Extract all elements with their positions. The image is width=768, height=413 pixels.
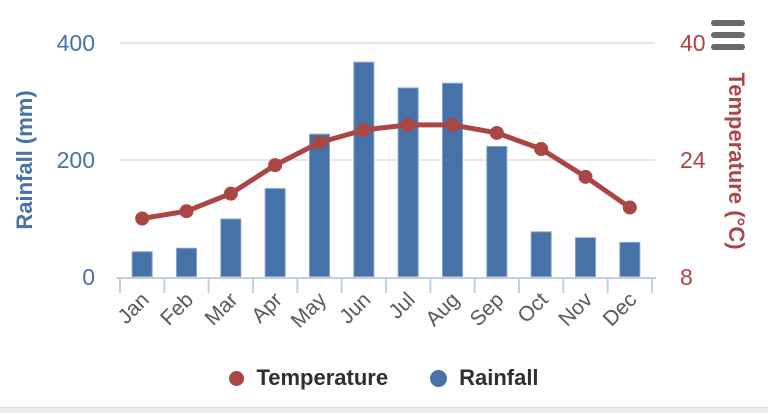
x-axis-label-jan: Jan [113, 288, 153, 328]
bar-sep[interactable] [485, 144, 509, 278]
bar-jan[interactable] [130, 250, 154, 278]
chart-context-menu-button[interactable] [711, 20, 745, 50]
legend-item-rainfall[interactable]: Rainfall [430, 365, 539, 390]
bar-aug[interactable] [441, 81, 464, 278]
x-axis-label-jul: Jul [384, 288, 419, 323]
left-axis-tick-label: 200 [57, 147, 95, 173]
bar-jul[interactable] [396, 86, 420, 278]
hamburger-bar [711, 32, 745, 38]
right-axis-tick-label: 8 [680, 264, 693, 290]
right-axis-tick-label: 40 [680, 30, 706, 56]
left-axis-title: Rainfall (mm) [12, 90, 37, 229]
temperature-point-jun[interactable] [356, 123, 371, 138]
bar-feb[interactable] [175, 246, 198, 278]
temperature-point-sep[interactable] [489, 125, 504, 140]
temperature-point-feb[interactable] [179, 204, 194, 219]
temperature-point-oct[interactable] [534, 142, 549, 157]
rainfall-legend-marker-icon [430, 369, 448, 387]
right-axis-title: Temperature (°C) [724, 72, 749, 249]
temperature-point-jul[interactable] [401, 117, 416, 132]
bar-mar[interactable] [219, 217, 243, 278]
x-axis-label-aug: Aug [421, 288, 464, 331]
bar-may[interactable] [308, 132, 331, 278]
hamburger-menu-icon [711, 20, 745, 50]
left-axis-tick-label: 400 [57, 30, 95, 56]
temperature-legend-marker-icon [229, 370, 245, 386]
left-axis-tick-label: 0 [82, 264, 95, 290]
temperature-point-apr[interactable] [268, 158, 283, 173]
bar-jun[interactable] [352, 60, 376, 278]
x-axis-label-sep: Sep [466, 288, 509, 331]
bottom-page-divider [0, 407, 768, 413]
bar-nov[interactable] [574, 236, 597, 278]
x-axis-label-dec: Dec [599, 288, 642, 331]
temperature-point-mar[interactable] [223, 186, 238, 201]
temperature-point-nov[interactable] [578, 169, 593, 184]
legend-item-label: Temperature [256, 365, 389, 390]
temperature-point-dec[interactable] [622, 200, 637, 215]
hamburger-bar [711, 20, 745, 26]
temperature-point-may[interactable] [312, 135, 327, 150]
x-axis-label-jun: Jun [335, 288, 375, 328]
x-axis-label-apr: Apr [247, 288, 286, 327]
right-axis-tick-label: 24 [680, 147, 706, 173]
x-axis-label-mar: Mar [201, 288, 243, 330]
x-axis-label-nov: Nov [554, 288, 597, 331]
x-axis-label-feb: Feb [156, 288, 198, 330]
legend-item-label: Rainfall [459, 365, 539, 390]
bar-oct[interactable] [529, 230, 553, 278]
bar-apr[interactable] [263, 187, 287, 278]
temperature-line [139, 122, 633, 221]
hamburger-bar [711, 44, 745, 50]
x-axis-label-may: May [287, 288, 332, 333]
bar-dec[interactable] [618, 240, 642, 278]
chart-legend: Temperature Rainfall [0, 359, 768, 397]
legend-item-temperature[interactable]: Temperature [229, 367, 388, 389]
temperature-point-jan[interactable] [135, 211, 150, 226]
x-axis-label-oct: Oct [513, 288, 552, 327]
temperature-point-aug[interactable] [445, 117, 460, 132]
